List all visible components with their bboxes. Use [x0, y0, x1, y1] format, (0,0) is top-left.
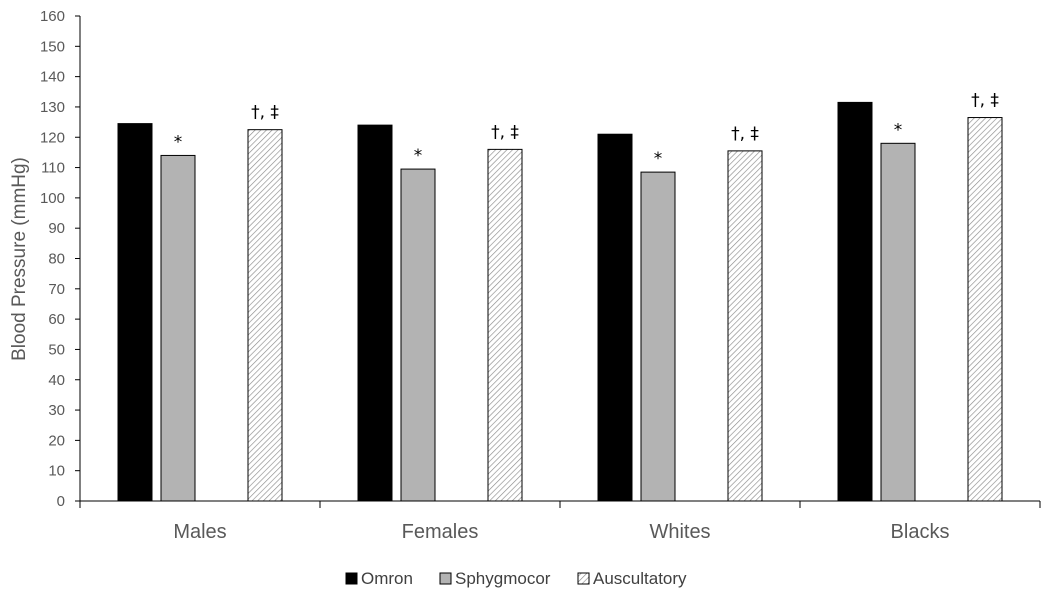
bar-auscultatory-whites — [727, 150, 763, 502]
legend-label-auscultatory: Auscultatory — [593, 569, 687, 588]
legend-swatch-omron — [345, 572, 358, 585]
y-axis-title: Blood Pressure (mmHg) — [9, 157, 30, 361]
category-label: Males — [173, 521, 226, 543]
significance-annotations: * * * * †, ‡ †, ‡ †, ‡ †, ‡ — [174, 91, 1000, 170]
y-tick-label: 160 — [40, 8, 65, 25]
annotation-auscultatory: †, ‡ — [971, 91, 999, 111]
x-axis: Males Females Whites Blacks — [79, 500, 1041, 543]
annotation-sphygmocor: * — [174, 132, 183, 152]
y-tick-label: 10 — [48, 463, 65, 480]
category-label: Whites — [649, 521, 710, 543]
legend: Omron Sphygmocor Auscultatory — [345, 569, 687, 588]
y-tick-label: 140 — [40, 69, 65, 86]
annotation-auscultatory: †, ‡ — [731, 124, 759, 144]
y-tick-label: 20 — [48, 432, 65, 449]
y-tick-label: 50 — [48, 341, 65, 358]
bar-omron-males — [117, 123, 153, 502]
bar-omron-females — [357, 124, 393, 502]
bar-sphygmocor-males — [160, 154, 196, 502]
bars — [117, 101, 1003, 502]
annotation-sphygmocor: * — [414, 146, 423, 166]
annotation-sphygmocor: * — [894, 120, 903, 140]
y-tick-label: 110 — [41, 160, 65, 177]
bar-auscultatory-blacks — [967, 117, 1003, 502]
bar-omron-blacks — [837, 101, 873, 502]
legend-label-sphygmocor: Sphygmocor — [455, 569, 551, 588]
y-tick-label: 40 — [48, 372, 65, 389]
bar-omron-whites — [597, 133, 633, 502]
y-tick-label: 150 — [40, 38, 65, 55]
annotation-sphygmocor: * — [654, 149, 663, 169]
annotation-auscultatory: †, ‡ — [491, 122, 519, 142]
annotation-auscultatory: †, ‡ — [251, 103, 279, 123]
y-tick-label: 80 — [48, 251, 65, 268]
legend-swatch-sphygmocor — [439, 572, 452, 585]
category-label: Females — [402, 521, 479, 543]
y-tick-label: 60 — [48, 311, 65, 328]
y-tick-label: 90 — [48, 220, 65, 237]
y-tick-label: 120 — [40, 129, 65, 146]
bar-sphygmocor-whites — [640, 171, 676, 502]
y-tick-label: 130 — [40, 99, 65, 116]
bar-auscultatory-females — [487, 148, 523, 502]
category-label: Blacks — [891, 521, 950, 543]
y-axis: 0 10 20 30 40 50 60 70 80 90 100 110 120 130 140 150 160 — [40, 8, 81, 510]
y-tick-label: 70 — [48, 281, 65, 298]
legend-label-omron: Omron — [361, 569, 413, 588]
y-tick-label: 0 — [57, 493, 65, 510]
bar-sphygmocor-females — [400, 168, 436, 502]
y-tick-label: 30 — [48, 402, 65, 419]
bar-auscultatory-males — [247, 129, 283, 502]
legend-swatch-auscultatory — [577, 572, 590, 585]
y-tick-label: 100 — [40, 190, 65, 207]
bar-sphygmocor-blacks — [880, 142, 916, 502]
